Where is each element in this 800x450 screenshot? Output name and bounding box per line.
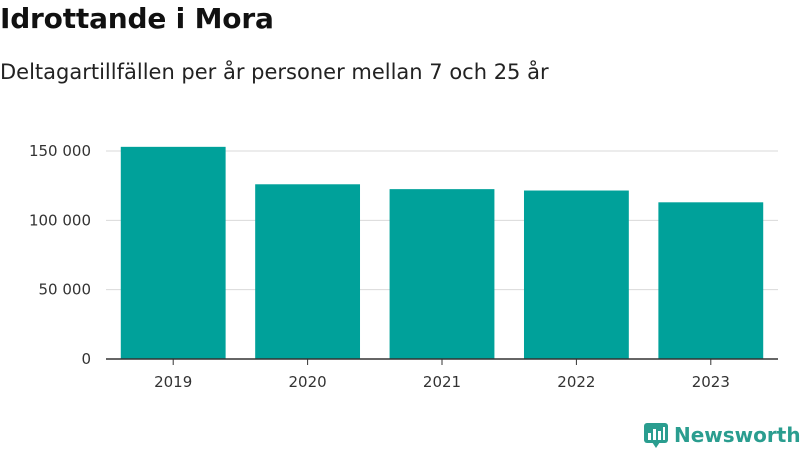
x-tick-label: 2022: [557, 373, 595, 391]
bar-2019: [120, 146, 226, 359]
y-tick-label: 50 000: [39, 281, 92, 299]
brand-logo: Newsworthy: [644, 420, 800, 450]
chart-title: Idrottande i Mora: [0, 2, 274, 35]
x-tick-label: 2021: [423, 373, 461, 391]
y-tick-label: 150 000: [29, 142, 91, 160]
axes: 0 50 000 100 000 150 000 2019 2020 2021 2022 202…: [29, 142, 778, 391]
x-tick-label: 2020: [289, 373, 327, 391]
y-tick-label: 0: [81, 350, 91, 368]
y-tick-label: 100 000: [29, 211, 91, 229]
bar-2021: [389, 189, 495, 359]
bars: [120, 146, 764, 359]
bar-2023: [658, 202, 764, 359]
bar-2022: [523, 190, 629, 359]
x-tick-label: 2023: [692, 373, 730, 391]
chart-subtitle: Deltagartillfällen per år personer mella…: [0, 60, 549, 84]
brand-name: Newsworthy: [674, 423, 800, 447]
x-tick-label: 2019: [154, 373, 192, 391]
newsworthy-logo-icon: [644, 423, 668, 448]
bar-2020: [255, 184, 361, 359]
